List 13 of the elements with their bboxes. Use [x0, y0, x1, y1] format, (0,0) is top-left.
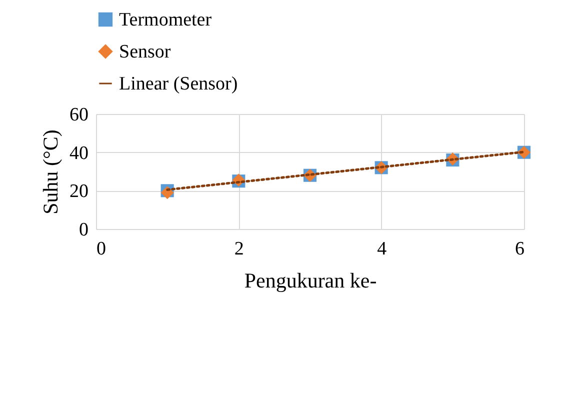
y-tick-label: 0: [79, 220, 88, 240]
x-tick-label: 6: [515, 238, 524, 260]
y-tick-label: 60: [70, 104, 88, 126]
legend-label: Sensor: [119, 42, 172, 62]
x-tick-label: 4: [377, 238, 388, 260]
legend-label: Termometer: [119, 10, 212, 30]
y-tick-label: 20: [70, 181, 88, 202]
x-tick-label: 2: [234, 238, 244, 260]
y-axis-title: Suhu (°C): [38, 130, 62, 214]
y-tick-label: 40: [70, 142, 88, 164]
x-axis-title: Pengukuran ke-: [244, 268, 377, 292]
legend-label: Linear (Sensor): [119, 74, 238, 94]
x-tick-label: 0: [96, 238, 106, 260]
